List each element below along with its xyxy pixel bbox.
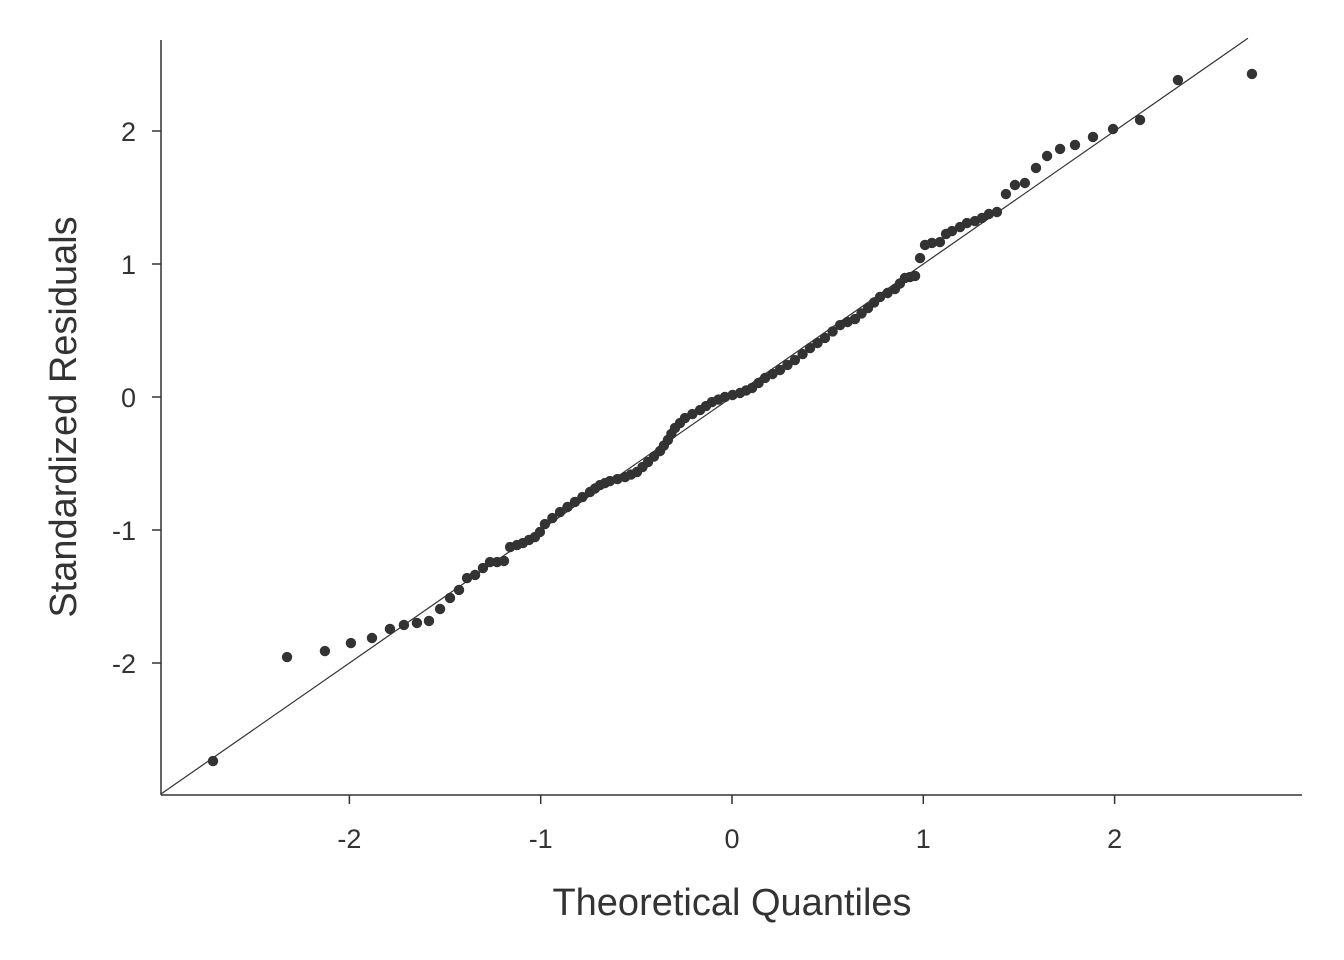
data-point (1009, 179, 1021, 191)
data-point (1246, 68, 1258, 80)
data-point (1172, 74, 1184, 86)
data-point (469, 569, 481, 581)
data-point (411, 617, 423, 629)
data-point (577, 491, 588, 503)
axis-ticks: -2 -1 0 1 2 -2 -1 0 1 2 (112, 117, 1122, 854)
data-point (914, 252, 926, 264)
y-tick-label: 0 (121, 383, 136, 413)
data-point (461, 572, 473, 584)
data-point (774, 364, 786, 376)
data-point (1030, 162, 1042, 174)
data-point (812, 337, 823, 349)
data-point (819, 332, 831, 344)
data-point (398, 619, 410, 631)
data-point (827, 326, 838, 337)
data-point (547, 512, 558, 524)
y-tick-label: -1 (112, 516, 136, 546)
data-point (207, 755, 219, 767)
data-point (1000, 188, 1012, 200)
data-point (961, 217, 973, 229)
data-point (934, 236, 946, 248)
data-point (569, 496, 581, 508)
data-point (384, 623, 396, 635)
data-point (434, 603, 446, 615)
data-point (1107, 123, 1119, 135)
data-point (1041, 150, 1053, 162)
y-tick-label: 1 (121, 250, 136, 280)
data-point (946, 225, 958, 237)
data-point (782, 359, 793, 371)
x-tick-label: 2 (1107, 824, 1122, 854)
data-point (789, 354, 801, 366)
data-point (539, 518, 551, 530)
data-point (345, 637, 357, 649)
data-point (797, 348, 808, 360)
data-point (1054, 143, 1066, 155)
data-point (319, 645, 331, 657)
data-point (991, 206, 1003, 218)
data-point (534, 526, 546, 538)
data-point (281, 651, 293, 663)
data-point (554, 506, 566, 518)
data-point (477, 562, 489, 574)
data-point (804, 342, 816, 354)
plot-area (160, 37, 1258, 795)
y-tick-label: -2 (112, 649, 136, 679)
data-point (444, 592, 456, 604)
y-axis-label: Standardized Residuals (43, 216, 85, 617)
x-tick-label: -2 (337, 824, 361, 854)
data-point (498, 555, 510, 567)
data-point (1019, 177, 1031, 189)
data-point (562, 501, 573, 513)
x-axis-label: Theoretical Quantiles (552, 882, 911, 924)
data-point (1087, 131, 1099, 143)
x-tick-label: 0 (724, 824, 739, 854)
reference-line (160, 37, 1249, 795)
data-point (423, 615, 435, 627)
data-point (453, 584, 465, 596)
x-tick-label: 1 (916, 824, 931, 854)
data-point (366, 632, 378, 644)
y-tick-label: 2 (121, 117, 136, 147)
data-point (1134, 114, 1146, 126)
data-point (983, 208, 995, 220)
data-point (909, 270, 921, 282)
data-point (687, 408, 698, 420)
data-point (926, 237, 938, 249)
x-tick-label: -1 (529, 824, 553, 854)
data-point (1069, 139, 1081, 151)
